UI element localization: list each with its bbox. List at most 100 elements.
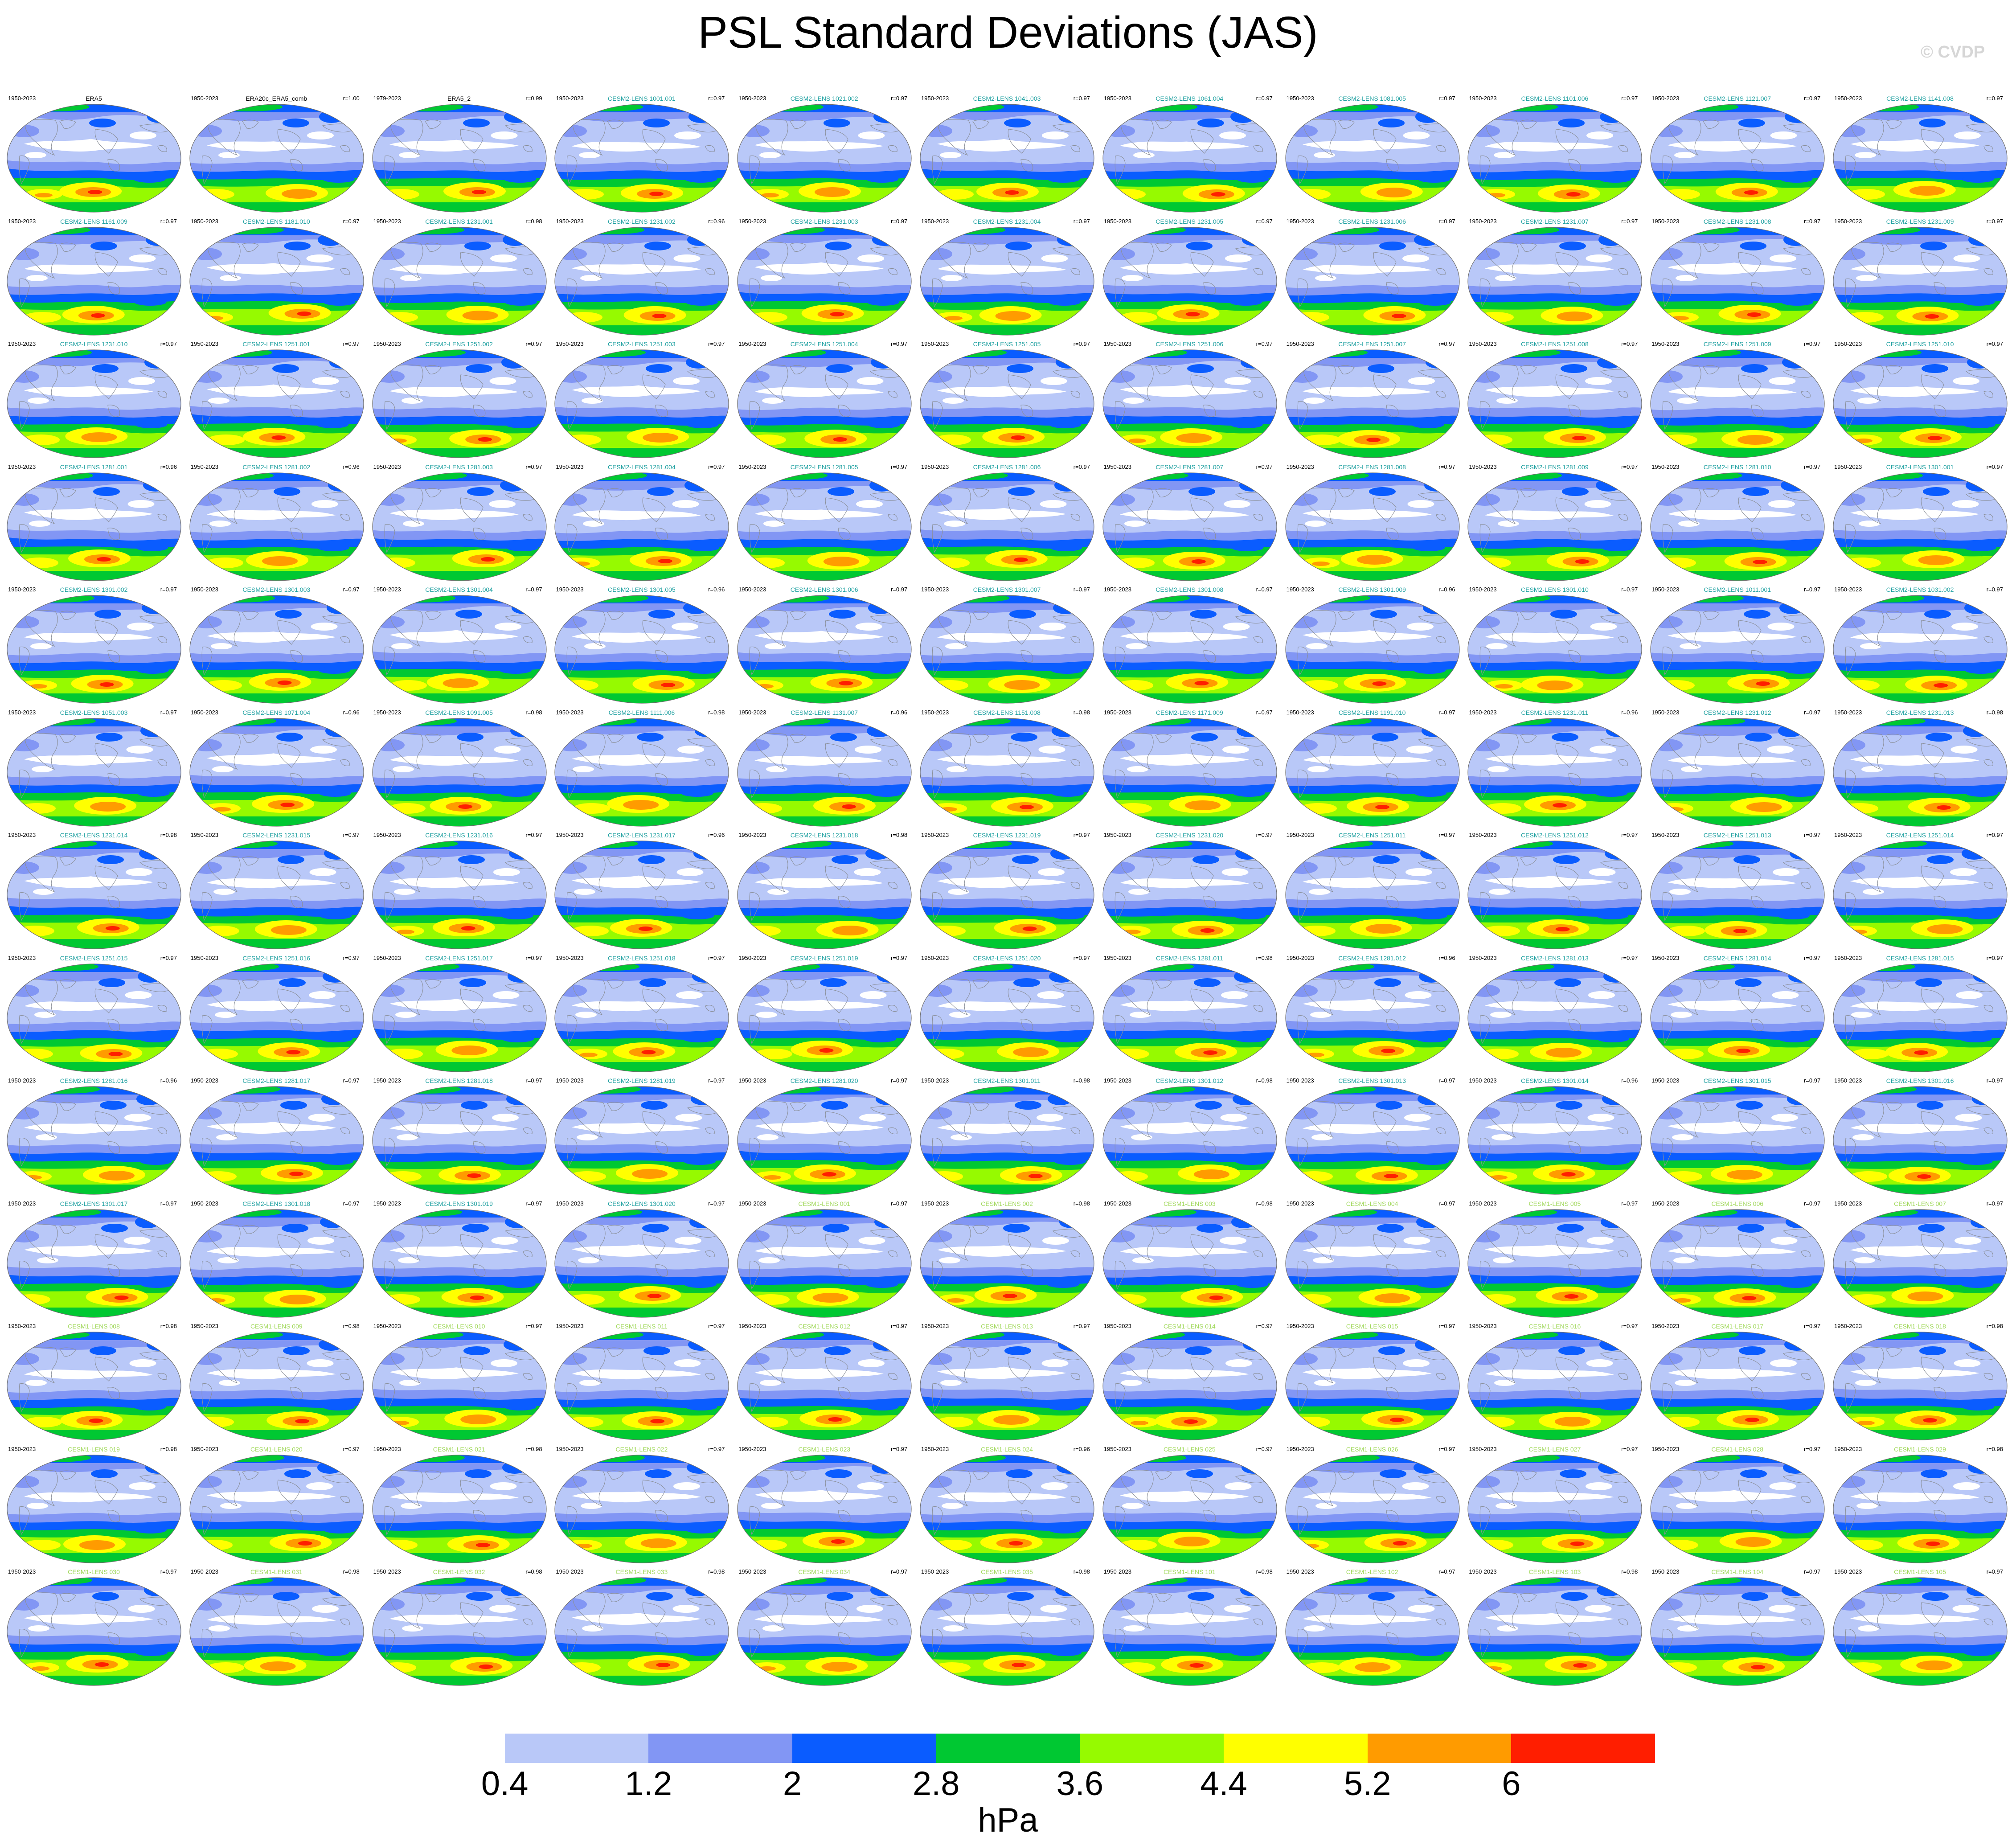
panel-header: 1950-2023 CESM2-LENS 1251.014 r=0.97 xyxy=(1829,830,2011,840)
map-panel: 1950-2023 CESM2-LENS 1231.006 r=0.97 xyxy=(1281,217,1463,338)
panel-correlation: r=0.97 xyxy=(1621,954,1638,961)
panel-correlation: r=0.97 xyxy=(1073,463,1090,470)
panel-correlation: r=0.96 xyxy=(160,463,177,470)
panel-correlation: r=0.98 xyxy=(1073,1200,1090,1207)
map-panel: 1950-2023 CESM2-LENS 1301.019 r=0.97 xyxy=(368,1199,550,1320)
panel-correlation: r=0.97 xyxy=(1986,217,2003,225)
panel-header: 1950-2023 CESM2-LENS 1231.004 r=0.97 xyxy=(916,217,1098,226)
panel-title: CESM2-LENS 1301.009 xyxy=(1338,586,1406,593)
sd-contour-map xyxy=(1650,1454,1825,1563)
map-panel: 1950-2023 CESM1-LENS 023 r=0.97 xyxy=(733,1444,915,1566)
panel-correlation: r=0.97 xyxy=(1256,832,1273,838)
map-panel: 1950-2023 CESM2-LENS 1301.002 r=0.97 xyxy=(3,585,185,706)
panel-header: 1950-2023 CESM2-LENS 1251.018 r=0.97 xyxy=(550,953,733,963)
panel-title: CESM2-LENS 1281.004 xyxy=(608,463,676,471)
panel-correlation: r=0.97 xyxy=(1986,340,2003,347)
panel-period: 1950-2023 xyxy=(921,340,949,347)
panel-correlation: r=0.97 xyxy=(1986,954,2003,961)
map-panel: 1950-2023 CESM1-LENS 003 r=0.98 xyxy=(1098,1199,1281,1320)
panel-header: 1950-2023 CESM1-LENS 010 r=0.97 xyxy=(368,1321,550,1331)
map-panel: 1950-2023 CESM1-LENS 105 r=0.97 xyxy=(1829,1567,2011,1688)
map-panel: 1950-2023 CESM2-LENS 1251.009 r=0.97 xyxy=(1646,339,1828,460)
map-panel: 1950-2023 CESM2-LENS 1231.018 r=0.98 xyxy=(733,830,915,951)
map-panel: 1950-2023 CESM1-LENS 001 r=0.97 xyxy=(733,1199,915,1320)
panel-period: 1950-2023 xyxy=(190,95,218,102)
panel-correlation: r=1.00 xyxy=(343,95,360,102)
panel-period: 1950-2023 xyxy=(1834,1077,1862,1084)
sd-contour-map xyxy=(1285,472,1460,581)
panel-period: 1950-2023 xyxy=(921,1445,949,1452)
panel-header: 1950-2023 CESM1-LENS 011 r=0.97 xyxy=(550,1321,733,1331)
panel-period: 1950-2023 xyxy=(8,217,36,225)
map-panel: 1950-2023 CESM2-LENS 1251.006 r=0.97 xyxy=(1098,339,1281,460)
panel-period: 1950-2023 xyxy=(1651,1323,1680,1329)
map-panel: 1950-2023 CESM2-LENS 1231.014 r=0.98 xyxy=(3,830,185,951)
panel-correlation: r=0.97 xyxy=(1438,1323,1455,1329)
panel-correlation: r=0.96 xyxy=(343,709,360,716)
sd-contour-map xyxy=(372,963,547,1072)
sd-contour-map xyxy=(1102,472,1277,581)
panel-period: 1950-2023 xyxy=(738,1445,766,1452)
map-panel: 1950-2023 CESM1-LENS 005 r=0.97 xyxy=(1463,1199,1646,1320)
panel-period: 1950-2023 xyxy=(1469,1445,1497,1452)
panel-title: CESM1-LENS 027 xyxy=(1528,1445,1581,1453)
panel-correlation: r=0.96 xyxy=(1621,1077,1638,1084)
panel-title: CESM2-LENS 1281.020 xyxy=(790,1077,858,1084)
panel-title: CESM2-LENS 1231.012 xyxy=(1703,709,1771,716)
panel-header: 1950-2023 CESM2-LENS 1251.005 r=0.97 xyxy=(916,339,1098,349)
panel-title: CESM2-LENS 1281.010 xyxy=(1703,463,1771,471)
panel-correlation: r=0.98 xyxy=(1986,1445,2003,1452)
sd-contour-map xyxy=(189,226,364,336)
panel-header: 1950-2023 CESM2-LENS 1231.006 r=0.97 xyxy=(1281,217,1463,226)
map-panel: 1950-2023 CESM2-LENS 1251.003 r=0.97 xyxy=(550,339,733,460)
panel-title: CESM1-LENS 012 xyxy=(798,1323,851,1330)
panel-header: 1950-2023 CESM2-LENS 1281.016 r=0.96 xyxy=(3,1076,185,1086)
panel-title: CESM2-LENS 1251.016 xyxy=(242,954,311,962)
panel-correlation: r=0.96 xyxy=(708,217,725,225)
panel-title: CESM2-LENS 1011.001 xyxy=(1704,586,1771,593)
panel-correlation: r=0.97 xyxy=(1621,463,1638,470)
map-panel: 1950-2023 CESM2-LENS 1301.016 r=0.97 xyxy=(1829,1076,2011,1197)
panel-header: 1950-2023 CESM2-LENS 1301.016 r=0.97 xyxy=(1829,1076,2011,1086)
panel-period: 1950-2023 xyxy=(921,709,949,716)
panel-title: CESM2-LENS 1281.005 xyxy=(790,463,858,471)
map-panel: 1950-2023 CESM2-LENS 1281.005 r=0.97 xyxy=(733,462,915,583)
panel-header: 1950-2023 CESM2-LENS 1301.003 r=0.97 xyxy=(185,585,368,594)
panel-header: 1950-2023 CESM1-LENS 012 r=0.97 xyxy=(733,1321,915,1331)
sd-contour-map xyxy=(189,840,364,949)
panel-correlation: r=0.97 xyxy=(890,340,908,347)
panel-period: 1950-2023 xyxy=(373,463,401,470)
map-panel: 1950-2023 CESM2-LENS 1251.015 r=0.97 xyxy=(3,953,185,1074)
map-panel: 1950-2023 CESM2-LENS 1111.006 r=0.98 xyxy=(550,708,733,829)
panel-period: 1950-2023 xyxy=(1469,1568,1497,1575)
panel-header: 1950-2023 CESM2-LENS 1231.010 r=0.97 xyxy=(3,339,185,349)
map-panel: 1950-2023 CESM2-LENS 1251.002 r=0.97 xyxy=(368,339,550,460)
panel-header: 1950-2023 CESM1-LENS 031 r=0.98 xyxy=(185,1567,368,1577)
panel-correlation: r=0.97 xyxy=(1803,709,1821,716)
panel-period: 1950-2023 xyxy=(8,586,36,593)
panel-period: 1950-2023 xyxy=(921,217,949,225)
panel-correlation: r=0.97 xyxy=(160,217,177,225)
panel-correlation: r=0.97 xyxy=(1803,1445,1821,1452)
panel-period: 1950-2023 xyxy=(190,1323,218,1329)
panel-header: 1950-2023 CESM2-LENS 1301.018 r=0.97 xyxy=(185,1199,368,1209)
panel-period: 1950-2023 xyxy=(556,586,584,593)
sd-contour-map xyxy=(1833,1209,2008,1318)
panel-title: CESM1-LENS 105 xyxy=(1894,1568,1946,1575)
sd-contour-map xyxy=(189,104,364,213)
map-panel: 1950-2023 CESM1-LENS 007 r=0.97 xyxy=(1829,1199,2011,1320)
colorbar-cell xyxy=(936,1734,1080,1763)
panel-header: 1950-2023 CESM1-LENS 007 r=0.97 xyxy=(1829,1199,2011,1209)
map-panel: 1950-2023 CESM2-LENS 1091.005 r=0.98 xyxy=(368,708,550,829)
panel-title: CESM2-LENS 1301.007 xyxy=(973,586,1041,593)
panel-header: 1950-2023 CESM1-LENS 001 r=0.97 xyxy=(733,1199,915,1209)
map-panel: 1950-2023 CESM2-LENS 1251.012 r=0.97 xyxy=(1463,830,1646,951)
panel-correlation: r=0.97 xyxy=(890,954,908,961)
map-panel: 1950-2023 CESM1-LENS 030 r=0.97 xyxy=(3,1567,185,1688)
panel-period: 1950-2023 xyxy=(1834,217,1862,225)
panel-correlation: r=0.97 xyxy=(708,1445,725,1452)
panel-correlation: r=0.97 xyxy=(1438,217,1455,225)
panel-correlation: r=0.97 xyxy=(160,1568,177,1575)
map-panel: 1950-2023 CESM2-LENS 1281.018 r=0.97 xyxy=(368,1076,550,1197)
map-panel: 1950-2023 CESM1-LENS 024 r=0.96 xyxy=(916,1444,1098,1566)
